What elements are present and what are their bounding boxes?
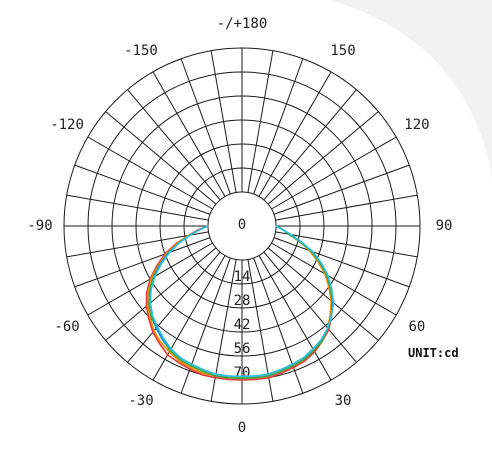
angle-tick-label: 120 [404, 117, 429, 133]
unit-label: UNIT:cd [408, 346, 459, 360]
grid-spoke [127, 89, 221, 201]
grid-spoke [267, 111, 379, 205]
grid-spoke [253, 257, 304, 394]
grid-spoke [152, 71, 226, 197]
angle-tick-label: 90 [436, 218, 453, 234]
angle-tick-label: -/+180 [217, 16, 268, 32]
grid-spoke [275, 194, 418, 221]
angle-tick-label: -90 [27, 218, 52, 234]
grid-spoke [87, 136, 213, 210]
grid-spoke [247, 50, 274, 193]
grid-spoke [271, 136, 397, 210]
grid-spoke [66, 194, 209, 221]
grid-spoke [253, 58, 304, 195]
radial-tick-label: 14 [234, 269, 251, 285]
angle-tick-label: -120 [50, 117, 84, 133]
intensity-curve-2 [148, 225, 334, 380]
grid-spoke [263, 89, 357, 201]
angle-tick-label: 30 [335, 393, 352, 409]
radial-tick-label: 56 [234, 341, 251, 357]
grid-spoke [210, 50, 237, 193]
background-swoosh [330, 0, 492, 200]
angle-tick-label: 60 [409, 319, 426, 335]
angle-tick-label: -30 [128, 393, 153, 409]
grid-spoke [273, 164, 410, 215]
radial-tick-label: 28 [234, 293, 251, 309]
radial-tick-label: 0 [238, 217, 246, 233]
polar-grid [63, 47, 421, 405]
grid-spoke [66, 231, 209, 258]
angle-tick-label: 0 [238, 420, 246, 436]
grid-spoke [273, 237, 410, 288]
grid-spoke [74, 237, 211, 288]
grid-spoke [105, 111, 217, 205]
angle-tick-labels: 0 30 60 90 120 150 -/+180 -150 -120 -90 -60 -30 [27, 16, 452, 436]
grid-spoke [127, 251, 221, 363]
grid-spoke [180, 257, 231, 394]
grid-spoke [258, 71, 332, 197]
grid-spoke [105, 247, 217, 341]
grid-spoke [271, 242, 397, 316]
angle-tick-label: -150 [124, 43, 158, 59]
grid-spoke [263, 251, 357, 363]
grid-spoke [74, 164, 211, 215]
radial-tick-label: 42 [234, 317, 251, 333]
intensity-curves [145, 225, 335, 381]
intensity-curve-4 [149, 225, 335, 378]
grid-spoke [180, 58, 231, 195]
grid-spoke [275, 231, 418, 258]
grid-spoke [152, 255, 226, 381]
angle-tick-label: 150 [330, 43, 355, 59]
grid-spoke [267, 247, 379, 341]
grid-spoke [258, 255, 332, 381]
angle-tick-label: -60 [54, 319, 79, 335]
